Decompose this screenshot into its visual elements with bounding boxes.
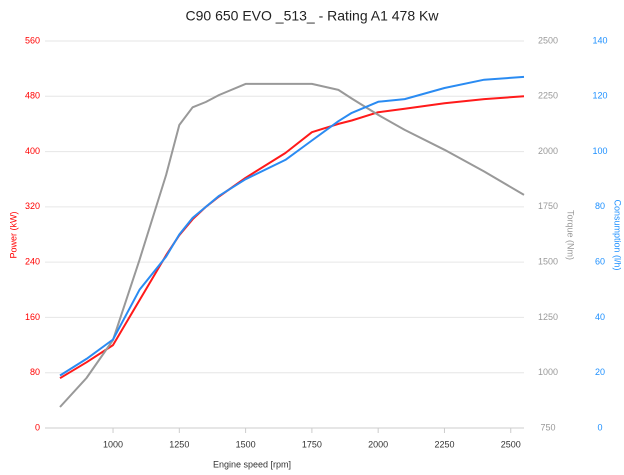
y2-tick-label: 1750	[538, 201, 558, 211]
y2-tick-label: 2250	[538, 91, 558, 101]
series-line	[59, 95, 525, 380]
y-tick-label: 160	[25, 312, 40, 322]
x-tick-label: 1500	[236, 439, 256, 449]
y3-tick-label: 140	[592, 35, 607, 45]
x-tick-label: 2500	[501, 439, 521, 449]
y-tick-label: 0	[35, 422, 40, 432]
y3-tick-label: 60	[595, 257, 605, 267]
series-line	[59, 82, 525, 408]
y2-tick-label: 750	[540, 422, 555, 432]
y-tick-label: 480	[25, 91, 40, 101]
y2-tick-label: 1500	[538, 257, 558, 267]
x-tick-label: 1750	[302, 439, 322, 449]
x-tick-label: 1000	[103, 439, 123, 449]
series-line	[59, 75, 525, 377]
y3-tick-label: 20	[595, 367, 605, 377]
chart-title: C90 650 EVO _513_ - Rating A1 478 Kw	[186, 8, 440, 24]
y3-tick-label: 40	[595, 312, 605, 322]
y-tick-label: 560	[25, 35, 40, 45]
y-tick-label: 400	[25, 146, 40, 156]
y2-tick-label: 1000	[538, 367, 558, 377]
y3-tick-label: 80	[595, 201, 605, 211]
x-axis-title: Engine speed [rpm]	[213, 459, 291, 469]
x-tick-label: 2000	[368, 439, 388, 449]
y2-tick-label: 2000	[538, 146, 558, 156]
y3-axis-title: Consumption (l/h)	[613, 199, 623, 270]
x-tick-label: 2250	[434, 439, 454, 449]
y-tick-label: 240	[25, 257, 40, 267]
x-tick-label: 1250	[169, 439, 189, 449]
y-axis-title: Power (kW)	[8, 211, 18, 258]
y2-tick-label: 2500	[538, 35, 558, 45]
y2-axis-title: Torque (Nm)	[566, 210, 576, 260]
y-tick-label: 80	[30, 367, 40, 377]
y3-tick-label: 0	[597, 422, 602, 432]
y3-tick-label: 100	[592, 146, 607, 156]
y3-tick-label: 120	[592, 91, 607, 101]
y-tick-label: 320	[25, 201, 40, 211]
y2-tick-label: 1250	[538, 312, 558, 322]
